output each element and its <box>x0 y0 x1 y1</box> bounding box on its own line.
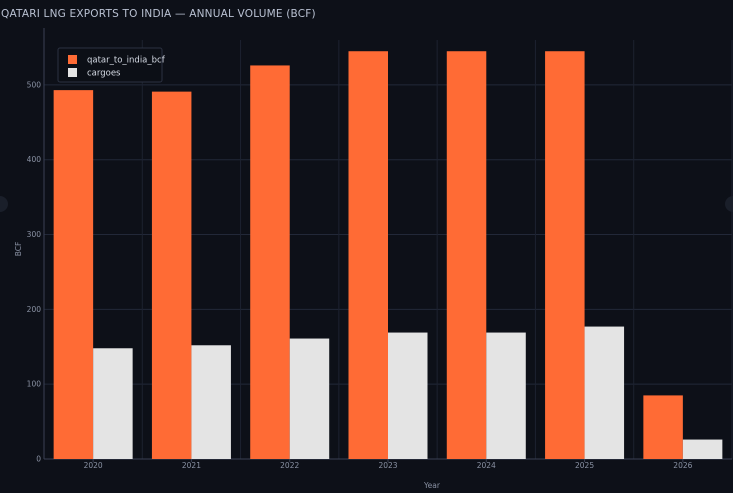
bar-cargoes-2026 <box>682 439 723 459</box>
legend-swatch-qatar_to_india_bcf <box>68 55 77 64</box>
x-tick-label: 2020 <box>84 461 103 470</box>
bar-cargoes-2022 <box>289 338 330 459</box>
bar-qatar_to_india_bcf-2025 <box>545 51 585 460</box>
bar-qatar_to_india_bcf-2023 <box>348 51 388 460</box>
bar-cargoes-2024 <box>486 332 526 459</box>
x-tick-label: 2023 <box>378 461 397 470</box>
y-axis-label: BCF <box>14 242 23 257</box>
bar-qatar_to_india_bcf-2020 <box>53 90 94 459</box>
y-tick-label: 100 <box>27 380 42 389</box>
legend-label-qatar_to_india_bcf: qatar_to_india_bcf <box>87 56 166 66</box>
bar-cargoes-2023 <box>388 332 428 459</box>
x-tick-label: 2026 <box>673 461 692 470</box>
y-tick-label: 300 <box>27 230 42 239</box>
x-tick-label: 2024 <box>477 461 496 470</box>
legend-swatch-cargoes <box>68 68 77 77</box>
bar-qatar_to_india_bcf-2024 <box>446 51 487 460</box>
bar-qatar_to_india_bcf-2026 <box>643 395 683 459</box>
bar-qatar_to_india_bcf-2022 <box>250 65 290 460</box>
y-tick-label: 500 <box>27 80 42 89</box>
bar-qatar_to_india_bcf-2021 <box>151 91 192 460</box>
x-axis-label: Year <box>423 481 441 490</box>
bar-cargoes-2025 <box>584 326 625 459</box>
pan-right-handle[interactable] <box>725 196 733 212</box>
pan-left-handle[interactable] <box>0 196 8 212</box>
chart-title: QATARI LNG EXPORTS TO INDIA — ANNUAL VOL… <box>1 8 316 20</box>
legend-box <box>57 47 163 83</box>
y-tick-label: 200 <box>27 305 42 314</box>
y-tick-label: 400 <box>27 155 42 164</box>
legend-label-cargoes: cargoes <box>87 69 121 79</box>
y-tick-label: 0 <box>36 455 41 464</box>
x-tick-label: 2022 <box>280 461 299 470</box>
bar-cargoes-2021 <box>191 345 231 459</box>
x-tick-label: 2021 <box>182 461 201 470</box>
bar-cargoes-2020 <box>93 348 133 459</box>
x-tick-label: 2025 <box>575 461 594 470</box>
